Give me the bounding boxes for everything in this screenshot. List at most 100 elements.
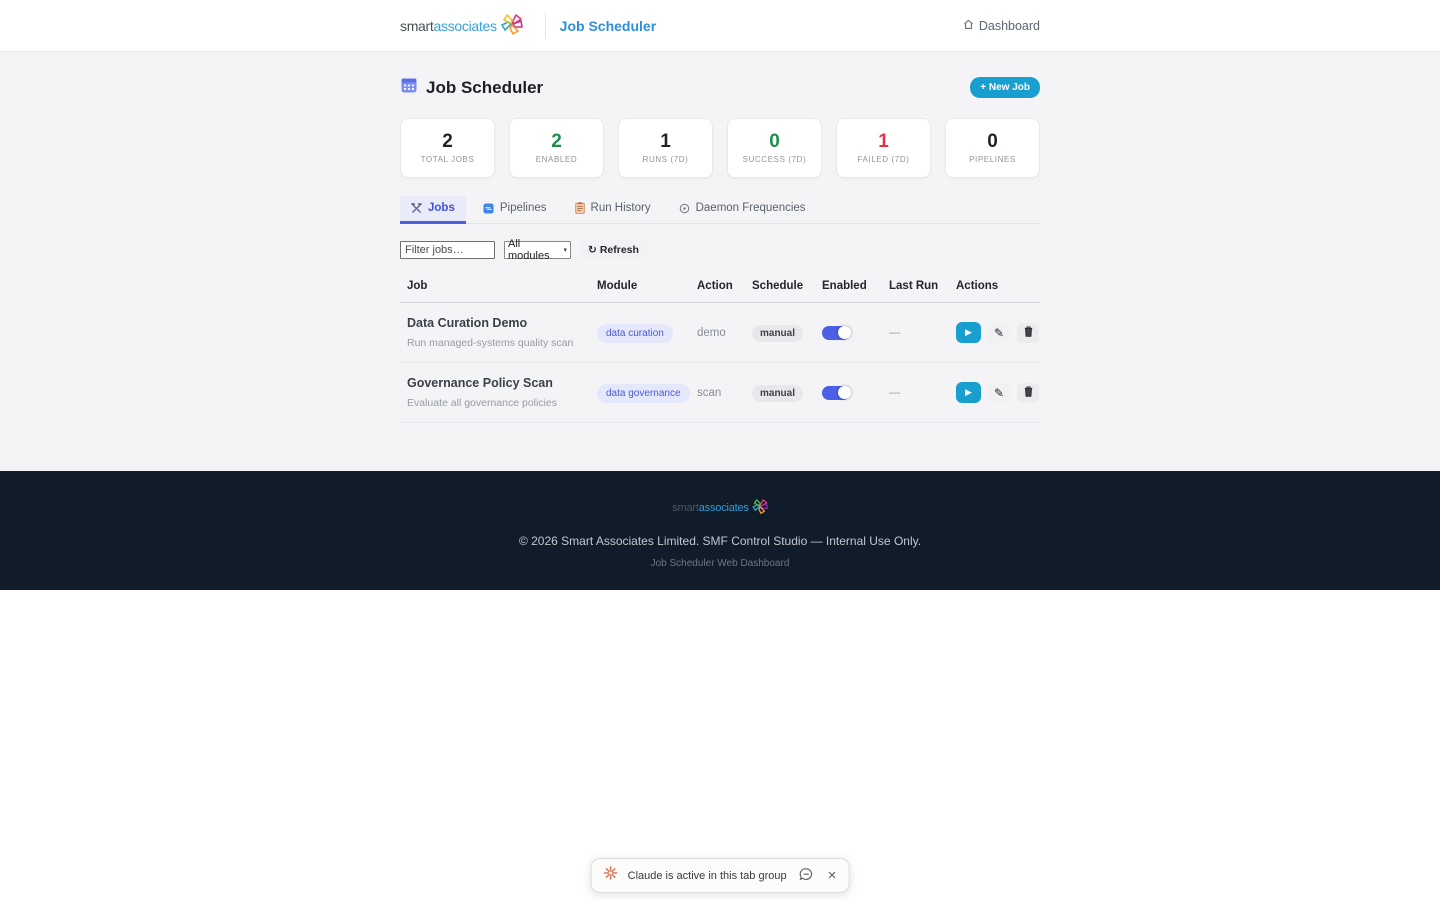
- run-job-button[interactable]: ▶: [956, 322, 981, 343]
- toggle-knob: [838, 386, 851, 399]
- header-app-title[interactable]: Job Scheduler: [559, 17, 657, 34]
- stat-label: TOTAL JOBS: [420, 155, 475, 164]
- enabled-toggle[interactable]: [822, 385, 851, 400]
- enabled-cell: [822, 385, 889, 400]
- brand-associates-text: associates: [433, 17, 497, 34]
- footer-subtitle: Job Scheduler Web Dashboard: [650, 558, 790, 569]
- tab-label: Pipelines: [499, 202, 547, 214]
- stat-value: 1: [878, 131, 889, 152]
- refresh-button[interactable]: ↻ Refresh: [580, 240, 647, 260]
- schedule-cell: manual: [752, 323, 822, 342]
- column-header-actions: Actions: [956, 280, 999, 292]
- calendar-icon: [400, 76, 418, 99]
- stat-value: 1: [660, 131, 671, 152]
- filter-jobs-input[interactable]: [400, 241, 495, 259]
- smartassociates-logo[interactable]: smart associates: [400, 11, 523, 40]
- close-icon: ×: [827, 867, 837, 884]
- table-row: Governance Policy Scan Evaluate all gove…: [400, 363, 1040, 423]
- stat-enabled: 2 ENABLED: [509, 118, 604, 178]
- schedule-cell: manual: [752, 383, 822, 402]
- column-header-module: Module: [597, 280, 638, 292]
- job-name: Governance Policy Scan: [407, 376, 553, 390]
- filter-row: All modules ▾ ↻ Refresh: [400, 238, 1040, 262]
- tab-daemon-frequencies[interactable]: Daemon Frequencies: [668, 196, 817, 224]
- tab-label: Jobs: [428, 202, 455, 214]
- job-cell: Governance Policy Scan Evaluate all gove…: [407, 376, 597, 409]
- job-description: Run managed-systems quality scan: [407, 337, 574, 349]
- tab-label: Daemon Frequencies: [695, 202, 806, 214]
- pencil-icon: ✎: [993, 385, 1005, 400]
- jobs-table: Job Module Action Schedule Enabled Last …: [400, 274, 1040, 423]
- last-run-cell: —: [889, 326, 901, 339]
- stat-value: 0: [769, 131, 780, 152]
- stat-total-jobs: 2 TOTAL JOBS: [400, 118, 495, 178]
- stat-pipelines: 0 PIPELINES: [945, 118, 1040, 178]
- edit-job-button[interactable]: ✎: [988, 382, 1010, 403]
- tab-run-history[interactable]: Run History: [564, 196, 662, 224]
- nav-dashboard-link[interactable]: Dashboard: [963, 19, 1040, 33]
- tab-label: Run History: [590, 202, 651, 214]
- page-footer: smart associates © 2026 Smart Associates …: [0, 471, 1440, 590]
- edit-job-button[interactable]: ✎: [988, 322, 1010, 343]
- stat-label: ENABLED: [535, 155, 578, 164]
- last-run-cell: —: [889, 386, 901, 399]
- toggle-knob: [838, 326, 851, 339]
- delete-job-button[interactable]: [1017, 322, 1039, 343]
- trash-icon: [1024, 385, 1033, 400]
- flower-logo-icon: [751, 497, 768, 519]
- column-header-job: Job: [407, 280, 428, 292]
- refresh-label: Refresh: [599, 244, 639, 256]
- tab-bar: Jobs Pipelines: [400, 196, 1040, 224]
- tab-pipelines[interactable]: Pipelines: [472, 196, 558, 224]
- stat-value: 0: [987, 131, 998, 152]
- play-icon: ▶: [965, 387, 972, 397]
- footer-brand-associates: associates: [698, 502, 749, 514]
- job-name: Data Curation Demo: [407, 316, 528, 330]
- column-header-enabled: Enabled: [822, 280, 867, 292]
- stats-row: 2 TOTAL JOBS 2 ENABLED 1 RUNS (7D) 0 SUC…: [400, 118, 1040, 178]
- action-cell: scan: [697, 386, 722, 399]
- enabled-toggle[interactable]: [822, 325, 851, 340]
- run-job-button[interactable]: ▶: [956, 382, 981, 403]
- module-select-value: All modules: [508, 238, 550, 262]
- footer-brand-smart: smart: [672, 502, 699, 514]
- stat-success-7d: 0 SUCCESS (7D): [727, 118, 822, 178]
- module-badge: data governance: [597, 383, 690, 403]
- pencil-icon: ✎: [993, 325, 1005, 340]
- module-badge: data curation: [597, 323, 673, 343]
- delete-job-button[interactable]: [1017, 382, 1039, 403]
- column-header-action: Action: [697, 280, 733, 292]
- footer-copyright: © 2026 Smart Associates Limited. SMF Con…: [518, 534, 922, 548]
- stat-label: RUNS (7D): [642, 155, 689, 164]
- stat-label: FAILED (7D): [857, 155, 910, 164]
- starburst-icon: [603, 866, 618, 885]
- table-header-row: Job Module Action Schedule Enabled Last …: [400, 274, 1040, 303]
- page-title: Job Scheduler: [400, 76, 543, 99]
- brand-smart-text: smart: [400, 17, 434, 34]
- stat-value: 2: [551, 131, 562, 152]
- schedule-badge: manual: [752, 385, 804, 402]
- clipboard-icon: [574, 202, 585, 214]
- top-header: smart associates Job Scheduler: [0, 0, 1440, 52]
- home-icon: [963, 19, 974, 33]
- actions-cell: ▶ ✎: [956, 322, 1040, 343]
- job-description: Evaluate all governance policies: [407, 397, 558, 409]
- action-cell: demo: [697, 326, 726, 339]
- new-job-button[interactable]: + New Job: [970, 77, 1040, 98]
- chevron-down-icon: ▾: [563, 247, 567, 254]
- pipeline-loop-icon: [483, 202, 494, 214]
- page-title-text: Job Scheduler: [426, 77, 544, 97]
- actions-cell: ▶ ✎: [956, 382, 1040, 403]
- toast-message: Claude is active in this tab group: [627, 869, 787, 882]
- nav-dashboard-label: Dashboard: [978, 18, 1040, 33]
- minimize-to-bubble-button[interactable]: [797, 867, 816, 885]
- module-cell: data curation: [597, 323, 697, 343]
- tab-jobs[interactable]: Jobs: [400, 196, 466, 224]
- dial-circle-icon: [679, 203, 690, 214]
- stat-failed-7d: 1 FAILED (7D): [836, 118, 931, 178]
- stat-runs-7d: 1 RUNS (7D): [618, 118, 713, 178]
- module-select[interactable]: All modules ▾: [504, 238, 571, 262]
- column-header-schedule: Schedule: [752, 280, 804, 292]
- close-toast-button[interactable]: ×: [826, 868, 839, 883]
- stat-label: SUCCESS (7D): [742, 155, 807, 164]
